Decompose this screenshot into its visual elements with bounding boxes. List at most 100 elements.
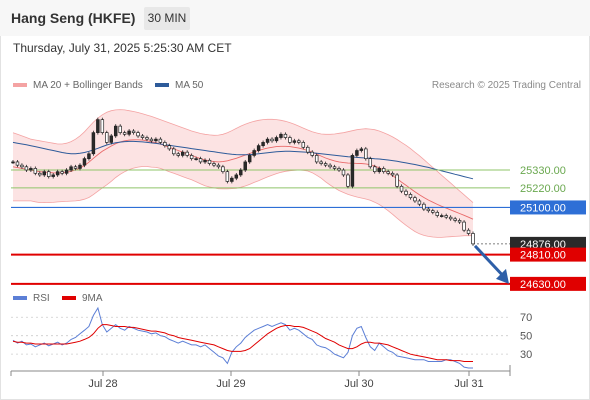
time-tick-label: Jul 31: [454, 378, 483, 390]
candle-body: [332, 166, 337, 169]
rsi-ma-line: [12, 324, 473, 362]
candle-body: [203, 159, 207, 163]
candle-body: [310, 151, 314, 156]
time-tick-label: Jul 29: [216, 378, 245, 390]
candle-body: [131, 130, 136, 134]
ma50-line: [12, 140, 474, 180]
candle-body: [399, 185, 404, 192]
candle-body: [239, 169, 243, 176]
rsi-line: [12, 306, 473, 369]
candle-body: [440, 215, 444, 217]
candle-body: [328, 164, 332, 168]
candle-body: [230, 177, 234, 182]
candle-body: [118, 125, 122, 134]
candle-body: [390, 172, 395, 176]
candle-body: [395, 174, 399, 187]
time-tick-label: Jul 30: [344, 378, 373, 390]
candle-body: [100, 119, 105, 134]
candle-body: [29, 168, 33, 171]
candle-body: [105, 132, 109, 143]
rsi-tick-label: 70: [520, 312, 532, 324]
legend-ma50: MA 50: [155, 80, 203, 91]
candle-body: [453, 218, 457, 221]
candle-body: [64, 169, 69, 174]
candle-body: [69, 166, 73, 171]
candle-body: [194, 158, 198, 161]
rsi-swatch-icon: [13, 296, 27, 301]
time-tick-label: Jul 28: [88, 378, 117, 390]
candle-body: [20, 164, 24, 168]
candle-body: [172, 148, 176, 155]
candle-body: [252, 150, 256, 156]
candle-body: [319, 161, 323, 164]
candle-body: [221, 166, 225, 173]
forecast-arrow-shaft: [473, 244, 507, 279]
candle-body: [51, 174, 55, 177]
candle-body: [60, 171, 64, 174]
candle-body: [167, 145, 172, 150]
candle-body: [216, 164, 221, 168]
candle-body: [355, 150, 359, 156]
candle-body: [140, 135, 145, 138]
candle-body: [292, 140, 297, 143]
candle-body: [457, 220, 462, 223]
candle-body: [24, 166, 29, 171]
candle-body: [122, 132, 127, 135]
header-bar: Hang Seng (HKFE) 30 MIN: [0, 0, 590, 36]
candle-body: [341, 169, 346, 176]
candle-body: [73, 166, 78, 169]
candle-body: [314, 155, 319, 163]
candle-body: [256, 145, 261, 151]
level-label-pivot: 25100.00: [520, 202, 566, 214]
candle-body: [185, 151, 189, 156]
candle-body: [42, 171, 46, 176]
candle-body: [471, 233, 475, 245]
candle-body: [359, 148, 364, 151]
candle-body: [212, 163, 216, 166]
candle-body: [180, 151, 185, 156]
legend-bollinger: MA 20 + Bollinger Bands: [13, 80, 143, 91]
legend-rsi-ma: 9MA: [62, 293, 103, 304]
candle-body: [33, 168, 38, 174]
candle-body: [346, 174, 350, 187]
candle-body: [368, 158, 373, 168]
candle-body: [404, 190, 408, 195]
candle-body: [306, 146, 310, 153]
level-label-target: 24630.00: [520, 279, 566, 291]
rsi-tick-label: 50: [520, 331, 532, 343]
legend-ma50-label: MA 50: [175, 80, 204, 91]
candle-body: [11, 161, 15, 164]
candle-body: [265, 138, 270, 143]
candle-body: [377, 168, 381, 173]
candle-body: [337, 168, 341, 171]
candle-body: [96, 119, 100, 134]
candle-body: [444, 215, 448, 218]
candle-body: [145, 137, 149, 140]
forecast-arrow-icon: [496, 268, 509, 284]
candle-body: [87, 153, 91, 160]
candle-body: [46, 171, 51, 177]
level-tag-target: [510, 247, 586, 262]
candle-body: [82, 158, 87, 166]
candle-body: [234, 174, 239, 179]
candle-body: [288, 137, 292, 143]
candle-body: [301, 142, 306, 148]
candle-body: [466, 229, 471, 234]
candle-body: [373, 166, 377, 173]
legend-rsi: RSI: [13, 293, 50, 304]
datetime-stamp: Thursday, July 31, 2025 5:25:30 AM CET: [13, 41, 232, 55]
timeframe-button[interactable]: 30 MIN: [144, 7, 190, 30]
legend-bollinger-label: MA 20 + Bollinger Bands: [33, 80, 143, 91]
candle-body: [431, 210, 435, 213]
candle-body: [417, 200, 422, 205]
rsi-ma-swatch-icon: [62, 296, 76, 301]
candle-body: [15, 161, 20, 166]
level-label-resistance: 25220.00: [520, 183, 566, 195]
candle-body: [113, 125, 118, 137]
candle-body: [127, 130, 131, 135]
candle-body: [462, 221, 466, 231]
candle-body: [297, 140, 301, 143]
candle-body: [364, 148, 368, 160]
candle-body: [158, 138, 163, 143]
